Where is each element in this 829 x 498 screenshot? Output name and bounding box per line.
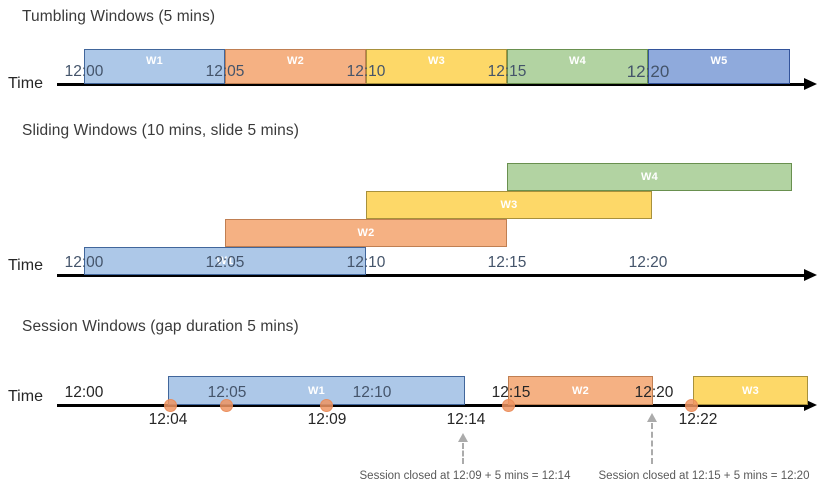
- tumbling-window-w2: W2: [225, 49, 366, 84]
- sliding-tick-12-15: 12:15: [487, 254, 527, 271]
- session-closed-arrow-stem: [462, 443, 464, 464]
- session-event-dot-12-04: [164, 399, 177, 412]
- sliding-time-axis-label: Time: [8, 257, 43, 274]
- sliding-tick-12-20: 12:20: [628, 254, 668, 271]
- sliding-tick-12-10: 12:10: [346, 254, 386, 271]
- session-window-w3: W3: [693, 376, 808, 405]
- tumbling-window-w4: W4: [507, 49, 648, 84]
- tumbling-tick-12-05: 12:05: [205, 63, 245, 80]
- session-time-axis-label: Time: [8, 388, 43, 405]
- tumbling-timeline-arrowhead-icon: [804, 78, 817, 90]
- tumbling-window-w1: W1: [84, 49, 225, 84]
- sliding-tick-12-05: 12:05: [205, 254, 245, 271]
- window-label: W1: [216, 255, 234, 267]
- window-label: W4: [568, 55, 587, 67]
- sliding-window-w3: W3: [366, 191, 652, 219]
- window-label: W3: [500, 199, 518, 211]
- session-closed-arrow-stem: [651, 423, 653, 464]
- session-tick-12-15: 12:15: [491, 384, 531, 401]
- session-event-label-12-22: 12:22: [678, 411, 718, 428]
- session-window-w2: W2: [508, 376, 653, 405]
- sliding-timeline-arrowhead-icon: [804, 269, 817, 281]
- session-event-dot-12-05: [220, 399, 233, 412]
- window-label: W2: [357, 227, 375, 239]
- sliding-timeline: [57, 274, 805, 277]
- session-event-dot-12-15: [502, 399, 515, 412]
- sliding-tick-12-00: 12:00: [64, 254, 104, 271]
- window-label: W3: [741, 384, 760, 397]
- session-event-dot-12-09: [320, 399, 333, 412]
- session-closed-annotation-1: Session closed at 12:09 + 5 mins = 12:14: [359, 470, 571, 482]
- session-closed-annotation-2: Session closed at 12:15 + 5 mins = 12:20: [598, 470, 810, 482]
- window-label: W2: [286, 55, 305, 67]
- session-timeline: [57, 404, 805, 407]
- session-tick-12-00: 12:00: [64, 384, 104, 401]
- session-tick-12-20: 12:20: [634, 384, 674, 401]
- window-label: W1: [307, 384, 326, 397]
- tumbling-time-axis-label: Time: [8, 75, 43, 92]
- tumbling-tick-12-10: 12:10: [346, 63, 386, 80]
- window-label: W4: [640, 171, 659, 183]
- sliding-window-w4: W4: [507, 163, 792, 191]
- window-label: W5: [710, 55, 728, 67]
- session-event-label-12-09: 12:09: [307, 411, 347, 428]
- session-event-label-12-04: 12:04: [148, 411, 188, 428]
- session-closed-up-arrow-icon: [458, 433, 468, 442]
- tumbling-timeline: [57, 83, 805, 86]
- session-tick-12-10: 12:10: [352, 384, 392, 401]
- window-label: W3: [427, 55, 446, 67]
- tumbling-window-w5: W5: [648, 49, 790, 84]
- window-label: W2: [571, 384, 590, 397]
- session-window-w1: W1: [168, 376, 465, 405]
- tumbling-tick-12-00: 12:00: [64, 63, 104, 80]
- session-event-dot-12-22: [685, 399, 698, 412]
- tumbling-window-w3: W3: [366, 49, 507, 84]
- sliding-window-w2: W2: [225, 219, 507, 247]
- tumbling-section-title: Tumbling Windows (5 mins): [22, 8, 216, 25]
- window-label: W1: [145, 55, 164, 67]
- sliding-section-title: Sliding Windows (10 mins, slide 5 mins): [22, 122, 299, 139]
- session-section-title: Session Windows (gap duration 5 mins): [22, 318, 299, 335]
- tumbling-tick-12-15: 12:15: [487, 63, 527, 80]
- session-event-label-12-14: 12:14: [446, 411, 486, 428]
- session-tick-12-05: 12:05: [207, 384, 247, 401]
- tumbling-tick-12-20: 12:20: [626, 62, 670, 81]
- sliding-window-w1: W1: [84, 247, 366, 275]
- session-closed-up-arrow-icon: [647, 413, 657, 422]
